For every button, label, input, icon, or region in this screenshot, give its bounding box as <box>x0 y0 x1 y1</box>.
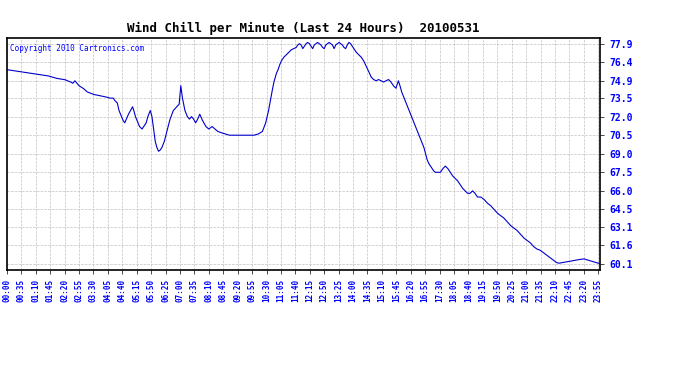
Title: Wind Chill per Minute (Last 24 Hours)  20100531: Wind Chill per Minute (Last 24 Hours) 20… <box>128 22 480 35</box>
Text: Copyright 2010 Cartronics.com: Copyright 2010 Cartronics.com <box>10 45 144 54</box>
